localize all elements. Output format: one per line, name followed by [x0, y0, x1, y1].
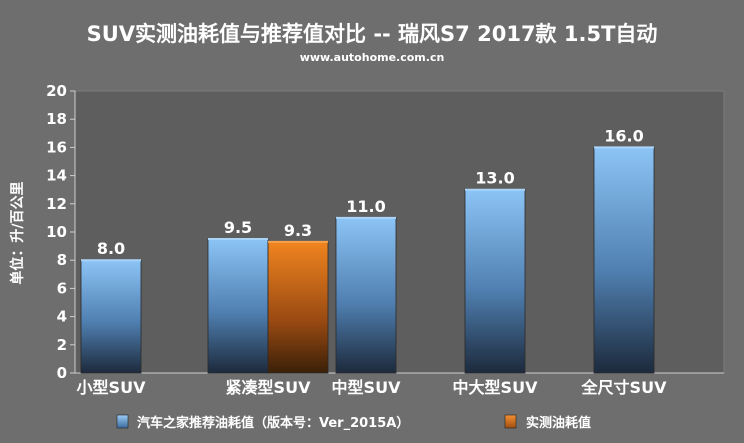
data-label: 8.0: [97, 239, 125, 258]
legend-swatch: [504, 414, 517, 429]
recommended-bar: [80, 259, 142, 374]
legend-entry-label: 汽车之家推荐油耗值（版本号：Ver_2015A）: [137, 415, 409, 431]
x-category-label: 中型SUV: [332, 378, 402, 397]
data-label: 9.3: [284, 221, 312, 240]
y-tick-label: 20: [46, 82, 67, 100]
y-axis-label: 单位：升/百公里: [9, 181, 26, 284]
y-tick-label: 12: [46, 195, 67, 213]
x-category-label: 紧凑型SUV: [226, 378, 312, 397]
y-tick-label: 16: [46, 138, 67, 156]
chart-title: SUV实测油耗值与推荐值对比 -- 瑞风S7 2017款 1.5T自动: [87, 22, 658, 46]
recommended-bar: [464, 189, 526, 374]
y-tick-label: 18: [46, 110, 67, 128]
y-tick-label: 0: [57, 364, 67, 382]
recommended-bar: [207, 238, 269, 374]
data-label: 11.0: [346, 197, 385, 216]
chart-subtitle: www.autohome.com.cn: [300, 51, 445, 64]
plot-area: 0 2 4 6 8 10 12 14 16 18 20 8.0 9.5 11.0 13.0 16.0 9.3 小型…: [46, 82, 725, 397]
x-category-label: 小型SUV: [77, 378, 147, 397]
y-tick-label: 4: [57, 308, 67, 326]
recommended-bar: [593, 146, 655, 374]
y-tick-label: 6: [57, 279, 67, 297]
x-category-label: 全尺寸SUV: [581, 378, 668, 397]
legend-swatch: [116, 414, 129, 429]
data-label: 16.0: [604, 126, 643, 145]
legend: 汽车之家推荐油耗值（版本号：Ver_2015A） 实测油耗值: [116, 414, 591, 431]
legend-entry-label: 实测油耗值: [526, 415, 591, 431]
y-tick-label: 14: [46, 167, 67, 185]
y-tick-label: 8: [57, 251, 67, 269]
data-label: 13.0: [475, 169, 514, 188]
x-category-label: 中大型SUV: [453, 378, 539, 397]
y-tick-label: 10: [46, 223, 67, 241]
recommended-bar: [335, 217, 397, 374]
measured-bar: [267, 241, 329, 374]
data-label: 9.5: [224, 218, 252, 237]
y-tick-label: 2: [57, 336, 67, 354]
